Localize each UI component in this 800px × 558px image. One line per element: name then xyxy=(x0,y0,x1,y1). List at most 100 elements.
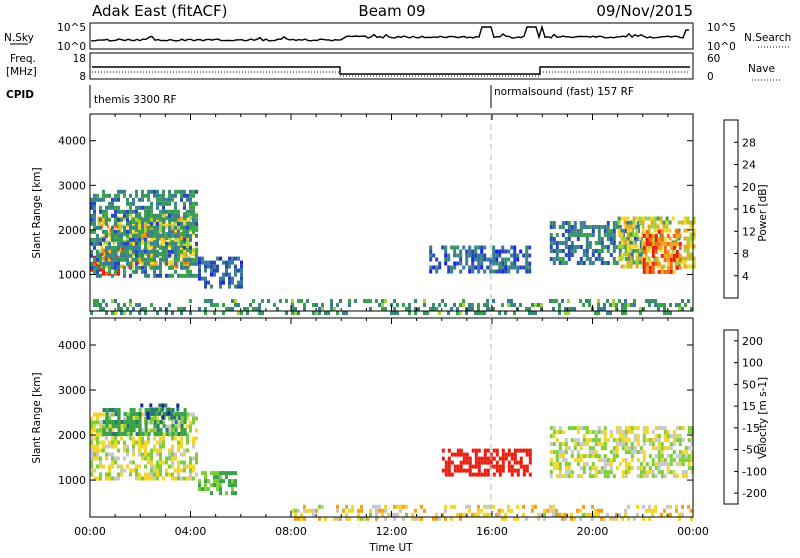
heatmap-cell xyxy=(585,438,589,443)
heatmap-cell xyxy=(303,504,306,509)
heatmap-cell xyxy=(102,213,105,218)
heatmap-cell xyxy=(156,452,159,457)
heatmap-cell xyxy=(507,460,511,465)
heatmap-cell xyxy=(174,432,178,436)
heatmap-cell xyxy=(105,428,108,433)
heatmap-cell xyxy=(638,220,642,225)
heatmap-cell xyxy=(555,438,559,443)
heatmap-cell xyxy=(570,241,574,245)
heatmap-cell xyxy=(486,504,489,509)
heatmap-cell xyxy=(639,474,643,479)
heatmap-cell xyxy=(207,280,210,285)
heatmap-cell xyxy=(129,416,133,420)
heatmap-cell xyxy=(689,236,693,241)
heatmap-cell xyxy=(291,299,294,303)
heatmap-cell xyxy=(567,426,571,431)
heatmap-cell xyxy=(534,504,537,509)
heatmap-cell xyxy=(165,456,168,461)
heatmap-cell xyxy=(459,448,463,453)
heatmap-cell xyxy=(636,512,639,517)
heatmap-cell xyxy=(444,261,448,266)
heatmap-cell xyxy=(480,261,484,266)
heatmap-cell xyxy=(513,311,516,315)
heatmap-cell xyxy=(120,424,123,429)
heatmap-cell xyxy=(639,241,643,245)
heatmap-cell xyxy=(612,303,615,307)
heatmap-cell xyxy=(597,430,601,435)
heatmap-cell xyxy=(480,460,484,465)
heatmap-cell xyxy=(561,450,565,455)
heatmap-cell xyxy=(147,244,151,249)
heatmap-cell xyxy=(120,432,124,436)
heatmap-cell xyxy=(555,299,558,303)
heatmap-cell xyxy=(651,245,655,250)
heatmap-cell xyxy=(627,221,631,225)
heatmap-cell xyxy=(171,273,174,278)
heatmap-cell xyxy=(126,233,129,238)
heatmap-cell xyxy=(234,299,237,303)
heatmap-cell xyxy=(635,256,639,261)
heatmap-cell xyxy=(648,265,652,270)
heatmap-cell xyxy=(555,430,559,435)
heatmap-cell xyxy=(672,257,676,262)
heatmap-cell xyxy=(606,438,610,443)
heatmap-cell xyxy=(570,245,574,249)
heatmap-cell xyxy=(579,458,583,463)
heatmap-cell xyxy=(186,424,189,429)
heatmap-cell xyxy=(90,468,93,473)
heatmap-cell xyxy=(189,476,192,481)
heatmap-cell xyxy=(501,265,505,270)
heatmap-cell xyxy=(195,253,198,258)
heatmap-cell xyxy=(435,265,439,270)
heatmap-cell xyxy=(645,261,649,266)
heatmap-cell xyxy=(540,512,543,517)
heatmap-cell xyxy=(644,244,648,249)
heatmap-cell xyxy=(555,462,559,467)
heatmap-cell xyxy=(165,197,168,202)
heatmap-cell xyxy=(132,269,135,274)
heatmap-cell xyxy=(149,403,153,408)
heatmap-cell xyxy=(171,197,174,202)
heatmap-cell xyxy=(162,432,165,437)
heatmap-cell xyxy=(609,253,613,257)
heatmap-cell xyxy=(582,426,586,431)
heatmap-cell xyxy=(99,464,102,469)
heatmap-cell xyxy=(165,432,169,436)
heatmap-cell xyxy=(600,516,603,521)
heatmap-cell xyxy=(630,458,634,463)
heatmap-cell xyxy=(174,436,177,441)
heatmap-cell xyxy=(549,233,553,237)
heatmap-cell xyxy=(159,472,162,477)
heatmap-cell xyxy=(108,416,111,421)
heatmap-cell xyxy=(390,311,393,315)
heatmap-cell xyxy=(522,504,525,509)
heatmap-cell xyxy=(642,458,646,463)
heatmap-cell xyxy=(474,448,478,453)
heatmap-cell xyxy=(576,438,580,443)
heatmap-cell xyxy=(171,229,174,234)
heatmap-cell xyxy=(111,476,114,481)
heatmap-cell xyxy=(165,311,168,315)
heatmap-cell xyxy=(140,403,144,408)
heatmap-cell xyxy=(114,217,117,222)
heatmap-cell xyxy=(183,448,186,453)
heatmap-cell xyxy=(114,209,117,214)
power-colorbar-label: Power [dB] xyxy=(757,184,769,241)
heatmap-cell xyxy=(210,260,213,265)
heatmap-cell xyxy=(659,248,663,253)
heatmap-cell xyxy=(141,205,144,210)
heatmap-cell xyxy=(126,221,129,226)
heatmap-cell xyxy=(273,303,276,307)
heatmap-cell xyxy=(519,249,523,254)
heatmap-cell xyxy=(516,468,520,473)
heatmap-cell xyxy=(96,263,99,268)
heatmap-cell xyxy=(396,512,399,517)
heatmap-cell xyxy=(624,508,627,513)
heatmap-cell xyxy=(678,462,682,467)
heatmap-cell xyxy=(159,440,162,445)
heatmap-cell xyxy=(582,249,586,253)
heatmap-cell xyxy=(660,450,664,455)
heatmap-cell xyxy=(663,458,667,463)
heatmap-cell xyxy=(647,216,651,221)
heatmap-cell xyxy=(105,452,108,457)
